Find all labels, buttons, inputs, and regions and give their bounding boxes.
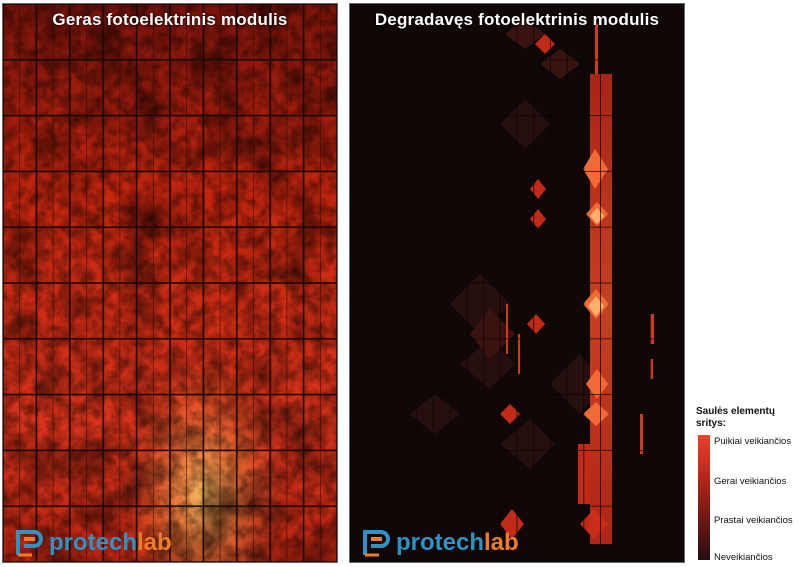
legend-label-good: Gerai veikiančios [714,476,787,487]
degraded-module-panel: Degradavęs fotoelektrinis modulis protec… [349,3,685,563]
protechlab-logo: protechlab [362,528,552,558]
legend-colorbar [698,435,710,560]
logo-wordmark: protechlab [49,529,172,556]
legend-label-excellent: Puikiai veikiančios [714,436,792,447]
protechlab-logo: protechlab [15,528,205,558]
logo-wordmark: protechlab [396,529,519,556]
good-module-title: Geras fotoelektrinis modulis [52,10,288,29]
good-module-el-image [3,4,337,562]
legend-label-none: Neveikiančios [714,552,773,563]
protechlab-logo-icon [363,530,390,557]
protechlab-logo-icon [16,530,43,557]
legend-title: Saulės elementų sritys: [696,406,775,429]
legend: Saulės elementų sritys: Puikiai veikianč… [688,400,798,565]
degraded-module-title: Degradavęs fotoelektrinis modulis [374,10,660,29]
degraded-module-el-image [350,4,684,562]
good-module-panel: Geras fotoelektrinis modulis protechlab [2,3,338,563]
legend-label-poor: Prastai veikiančios [714,515,793,526]
